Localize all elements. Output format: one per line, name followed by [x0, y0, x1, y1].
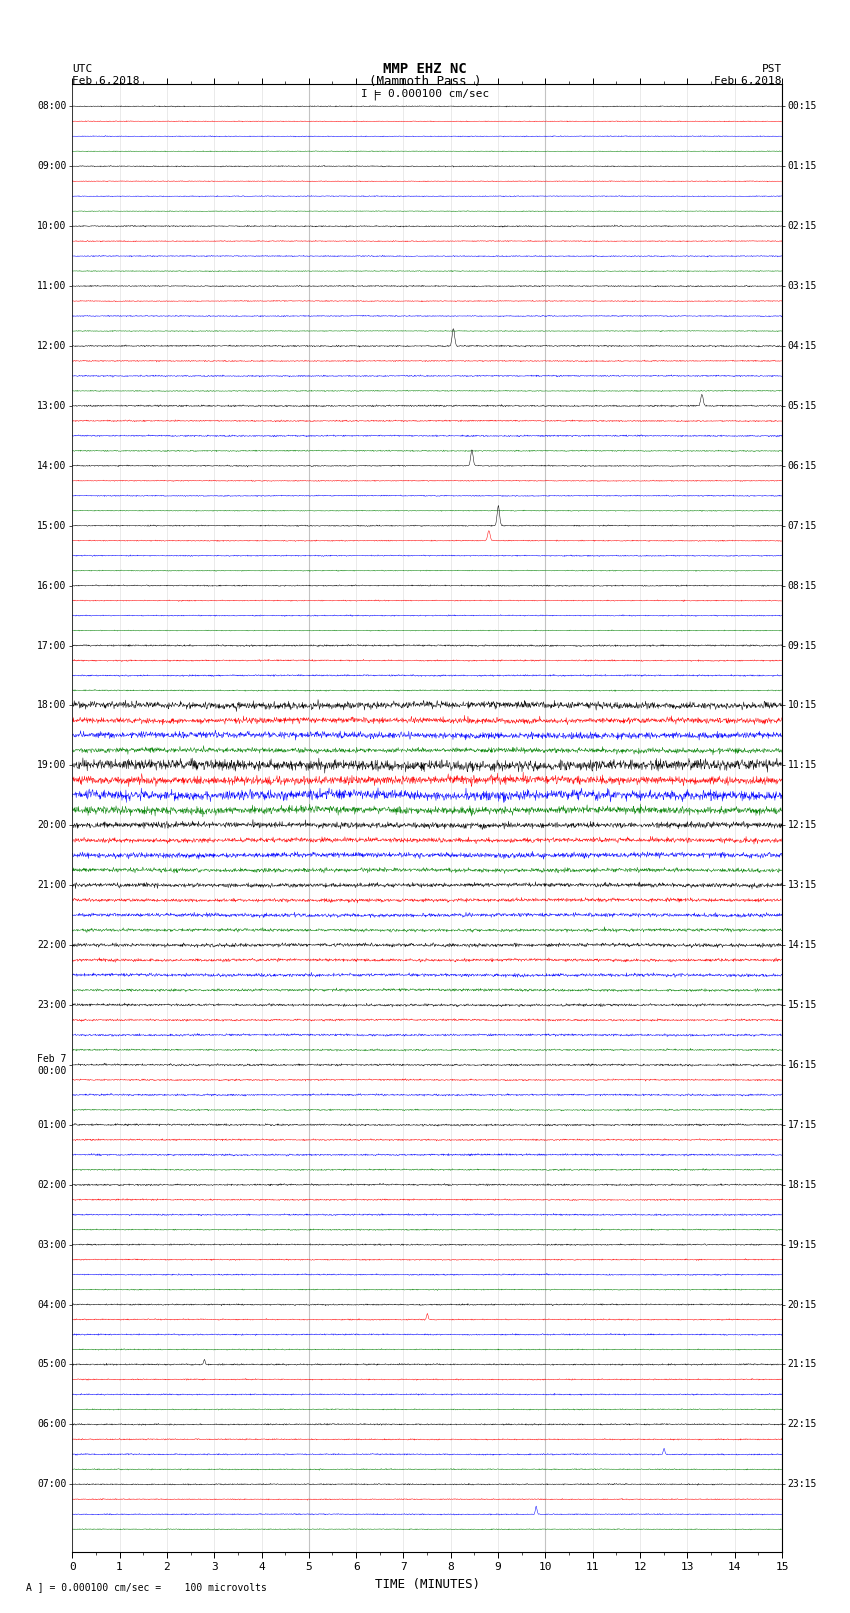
Text: Feb 6,2018: Feb 6,2018	[715, 76, 782, 87]
Text: I = 0.000100 cm/sec: I = 0.000100 cm/sec	[361, 89, 489, 100]
Text: UTC: UTC	[72, 63, 93, 74]
Text: |: |	[371, 89, 377, 100]
Text: MMP EHZ NC: MMP EHZ NC	[383, 61, 467, 76]
Text: A ] = 0.000100 cm/sec =    100 microvolts: A ] = 0.000100 cm/sec = 100 microvolts	[26, 1582, 266, 1592]
Text: Feb 6,2018: Feb 6,2018	[72, 76, 139, 87]
X-axis label: TIME (MINUTES): TIME (MINUTES)	[375, 1578, 479, 1590]
Text: PST: PST	[762, 63, 782, 74]
Text: (Mammoth Pass ): (Mammoth Pass )	[369, 74, 481, 89]
